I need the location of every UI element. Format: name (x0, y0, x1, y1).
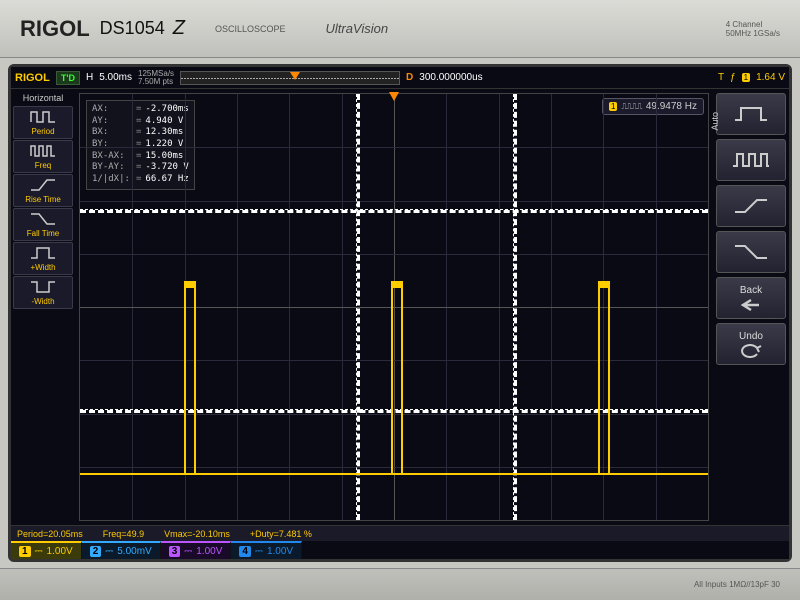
right-sidebar: Back Undo (713, 89, 789, 525)
timebase-label: H (86, 72, 93, 83)
bezel-model: DS1054 (100, 18, 165, 39)
fall-icon (29, 211, 57, 227)
timebase-value: 5.00ms (99, 72, 132, 83)
trigger-mark-icon (290, 72, 300, 80)
measurement-bar: Period=20.05ms Freq=49.9 Vmax=-20.10ms +… (11, 525, 789, 541)
cursor-info-panel: AX:=-2.700msAY:=4.940 VBX:=12.30msBY:=1.… (86, 100, 195, 190)
channel-3-tab[interactable]: 3 ⎓ 1.00V (161, 541, 232, 559)
run-status: T'D (56, 71, 80, 85)
measure-pos-width[interactable]: +Width (13, 242, 73, 275)
waveform-preview (180, 71, 400, 85)
pulse-train-icon: ⎍⎍⎍⎍ (621, 102, 641, 112)
channel-4-tab[interactable]: 4 ⎓ 1.00V (231, 541, 302, 559)
status-bar: RIGOL T'D H 5.00ms 125MSa/s 7.50M pts D … (11, 67, 789, 89)
pwidth-icon (29, 245, 57, 261)
graticule-area[interactable]: AX:=-2.700msAY:=4.940 VBX:=12.30msBY:=1.… (75, 89, 713, 525)
bezel-top: RIGOL DS1054 Z OSCILLOSCOPE UltraVision … (0, 0, 800, 58)
softkey-pulse1[interactable] (716, 93, 786, 135)
channel-1-tab[interactable]: 1 ⎓ 1.00V (11, 541, 82, 559)
freq-value: 49.9478 Hz (646, 101, 697, 112)
freq-icon (29, 143, 57, 159)
meas-period: Period=20.05ms (17, 529, 83, 539)
bezel-ultravision: UltraVision (325, 21, 388, 36)
trigger-type: ƒ (730, 72, 736, 83)
bezel-inputs-label: All Inputs 1MΩ//13pF 30 (694, 580, 780, 589)
measure-period[interactable]: Period (13, 106, 73, 139)
bezel-model-suffix: Z (173, 17, 185, 40)
meas-freq: Freq=49.9 (103, 529, 144, 539)
rise-icon (29, 177, 57, 193)
square1-icon (731, 106, 771, 122)
trigger-level: 1.64 V (756, 72, 785, 83)
bezel-spec-bw: 50MHz 1GSa/s (726, 29, 780, 38)
softkey-back[interactable]: Back (716, 277, 786, 319)
rise-edge-icon (731, 198, 771, 214)
bezel-oscilloscope-label: OSCILLOSCOPE (215, 24, 286, 34)
period-icon (29, 109, 57, 125)
arrow-left-icon (739, 298, 763, 312)
softkey-pulse3[interactable] (716, 139, 786, 181)
bezel-bottom: All Inputs 1MΩ//13pF 30 (0, 568, 800, 600)
softkey-fall[interactable] (716, 231, 786, 273)
sample-info: 125MSa/s 7.50M pts (138, 70, 174, 86)
delay-value: 300.000000us (419, 72, 482, 83)
measure-fall-time[interactable]: Fall Time (13, 208, 73, 241)
softkey-undo[interactable]: Undo (716, 323, 786, 365)
square3-icon (731, 152, 771, 168)
softkey-rise[interactable] (716, 185, 786, 227)
screen: RIGOL T'D H 5.00ms 125MSa/s 7.50M pts D … (11, 67, 789, 559)
nwidth-icon (29, 279, 57, 295)
undo-icon (739, 344, 763, 358)
bezel-spec-channels: 4 Channel (726, 20, 780, 29)
graticule-trigger-mark-icon (389, 92, 399, 101)
freq-channel-badge: 1 (609, 102, 617, 111)
channel-2-tab[interactable]: 2 ⎓ 5.00mV (82, 541, 161, 559)
channel-bar: 1 ⎓ 1.00V 2 ⎓ 5.00mV 3 ⎓ 1.00V 4 ⎓ 1.00V (11, 541, 789, 559)
left-sidebar-header: Horizontal (13, 91, 73, 105)
screen-brand: RIGOL (15, 72, 50, 84)
measure-freq[interactable]: Freq (13, 140, 73, 173)
measure-rise-time[interactable]: Rise Time (13, 174, 73, 207)
trigger-ch-badge: 1 (742, 73, 750, 82)
freq-counter: 1 ⎍⎍⎍⎍ 49.9478 Hz (602, 98, 704, 115)
left-sidebar: Horizontal Period Freq Rise Time Fall Ti… (11, 89, 75, 525)
meas-duty: +Duty=7.481 % (250, 529, 312, 539)
fall-edge-icon (731, 244, 771, 260)
meas-vmax: Vmax=-20.10ms (164, 529, 230, 539)
screen-frame: RIGOL T'D H 5.00ms 125MSa/s 7.50M pts D … (8, 64, 792, 562)
bezel-brand: RIGOL (20, 16, 90, 42)
auto-label: Auto (710, 112, 720, 131)
trigger-label: T (718, 72, 724, 83)
delay-label: D (406, 72, 413, 83)
measure-neg-width[interactable]: -Width (13, 276, 73, 309)
